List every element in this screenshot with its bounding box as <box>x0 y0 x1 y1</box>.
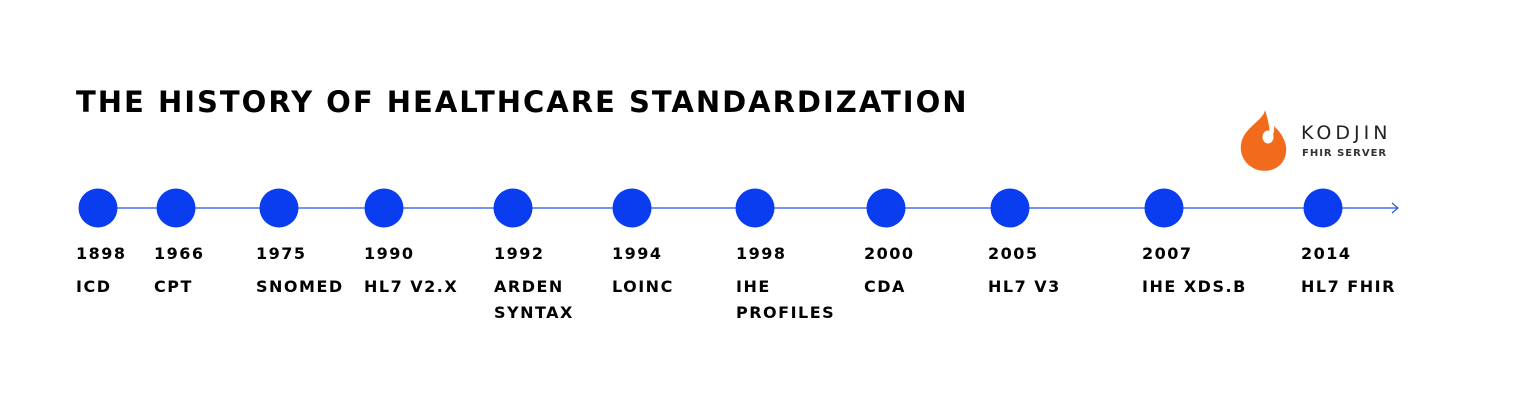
event-year: 1898 <box>76 244 127 263</box>
event-standard-name: IHE XDS.B <box>1142 277 1247 296</box>
event-year: 1994 <box>612 244 663 263</box>
event-year: 2005 <box>988 244 1039 263</box>
timeline-dot <box>78 188 118 228</box>
timeline-dot <box>364 188 404 228</box>
event-year: 1992 <box>494 244 545 263</box>
page-title: THE HISTORY OF HEALTHCARE STANDARDIZATIO… <box>76 85 969 119</box>
timeline-dot <box>735 188 775 228</box>
event-standard-name: CDA <box>864 277 906 296</box>
timeline-dot <box>866 188 906 228</box>
event-year: 1990 <box>364 244 415 263</box>
event-standard-name: IHE PROFILES <box>736 277 836 322</box>
event-year: 1998 <box>736 244 787 263</box>
timeline-dot <box>1303 188 1343 228</box>
event-standard-name: ARDEN SYNTAX <box>494 277 574 322</box>
timeline-arrow-head <box>1391 202 1399 214</box>
event-standard-name: HL7 V3 <box>988 277 1061 296</box>
logo-brand: KODJIN <box>1301 122 1392 144</box>
event-standard-name: ICD <box>76 277 112 296</box>
event-year: 2014 <box>1301 244 1352 263</box>
timeline-dot <box>156 188 196 228</box>
timeline-dot <box>1144 188 1184 228</box>
event-standard-name: LOINC <box>612 277 674 296</box>
timeline-dot <box>259 188 299 228</box>
timeline-dot <box>493 188 533 228</box>
flame-icon <box>1240 110 1287 171</box>
event-year: 1975 <box>256 244 307 263</box>
event-year: 2000 <box>864 244 915 263</box>
timeline-dot <box>990 188 1030 228</box>
timeline-dot <box>612 188 652 228</box>
event-standard-name: HL7 FHIR <box>1301 277 1396 296</box>
event-standard-name: CPT <box>154 277 193 296</box>
logo-subtitle: FHIR SERVER <box>1302 148 1388 159</box>
event-year: 1966 <box>154 244 205 263</box>
event-standard-name: SNOMED <box>256 277 344 296</box>
event-year: 2007 <box>1142 244 1193 263</box>
event-standard-name: HL7 V2.X <box>364 277 459 296</box>
kodjin-logo: KODJIN FHIR SERVER <box>1238 108 1418 176</box>
